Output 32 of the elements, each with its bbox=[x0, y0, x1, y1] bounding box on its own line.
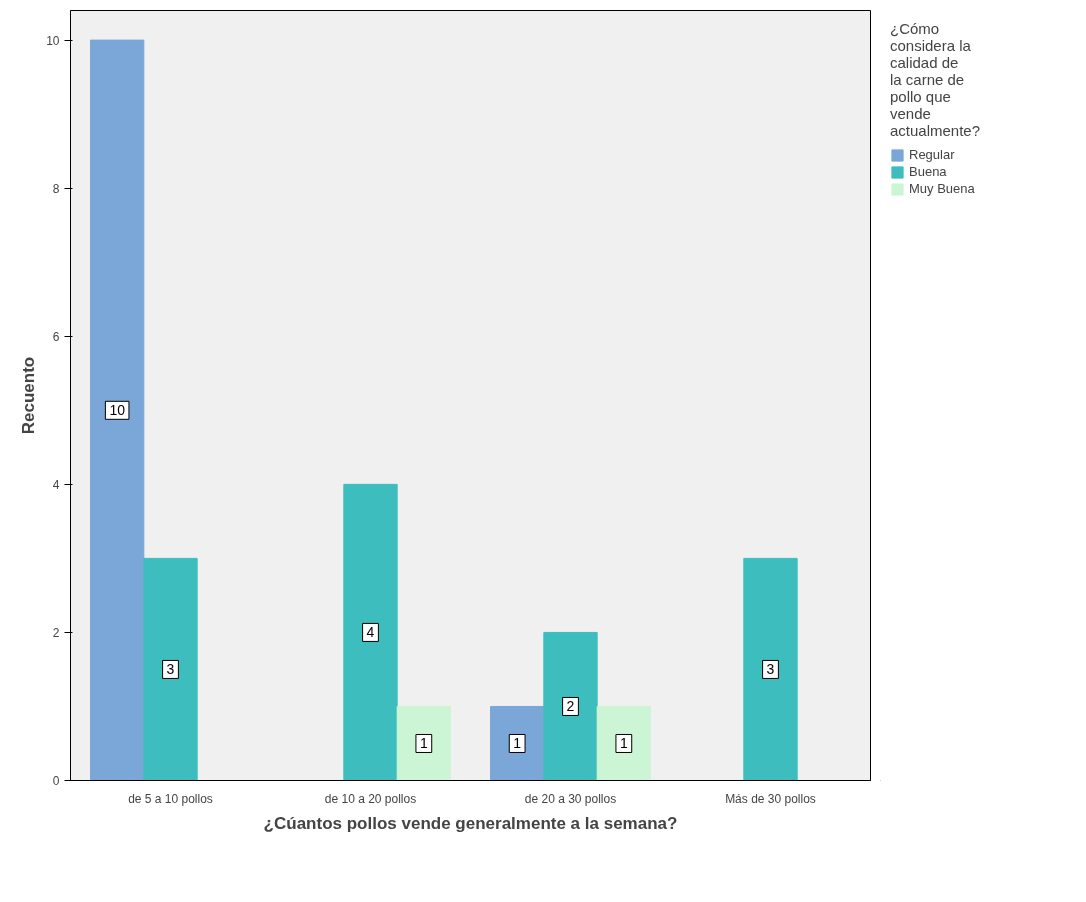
data-label: 3 bbox=[766, 661, 775, 678]
y-tick-label: 10 bbox=[46, 33, 60, 48]
bar bbox=[343, 483, 398, 781]
data-label: 2 bbox=[566, 698, 575, 715]
legend-label: Buena bbox=[909, 164, 947, 179]
bar bbox=[596, 705, 651, 781]
data-label: 1 bbox=[619, 735, 628, 752]
x-tick-label: Más de 30 pollos bbox=[725, 791, 816, 806]
y-tick-label: 0 bbox=[52, 774, 60, 788]
data-label: 1 bbox=[513, 735, 522, 752]
data-label: 1 bbox=[419, 735, 428, 752]
y-axis-title: Recuento bbox=[19, 356, 39, 435]
bar bbox=[743, 557, 798, 781]
y-tick-label: 2 bbox=[52, 625, 60, 640]
y-tick-label: 6 bbox=[52, 329, 60, 344]
bar bbox=[396, 705, 451, 781]
legend-label: Muy Buena bbox=[909, 181, 975, 196]
legend-label: Regular bbox=[909, 147, 955, 162]
x-tick-label: de 10 a 20 pollos bbox=[324, 791, 417, 806]
x-tick-label: de 20 a 30 pollos bbox=[524, 791, 617, 806]
x-tick-label: de 5 a 10 pollos bbox=[128, 791, 213, 806]
bar bbox=[143, 557, 198, 781]
bar bbox=[543, 631, 598, 781]
data-label: 4 bbox=[366, 624, 375, 641]
bar bbox=[90, 39, 145, 781]
x-axis-title: ¿Cúantos pollos vende generalmente a la semana? bbox=[263, 813, 678, 833]
data-label: 3 bbox=[166, 661, 175, 678]
legend-title: ¿Cómo considera la calidad de la carne de pollo que vende actualmente? bbox=[890, 20, 981, 139]
y-tick-label: 4 bbox=[52, 477, 60, 492]
y-tick-label: 8 bbox=[52, 181, 60, 196]
bar bbox=[490, 705, 545, 781]
data-label: 10 bbox=[109, 402, 126, 419]
